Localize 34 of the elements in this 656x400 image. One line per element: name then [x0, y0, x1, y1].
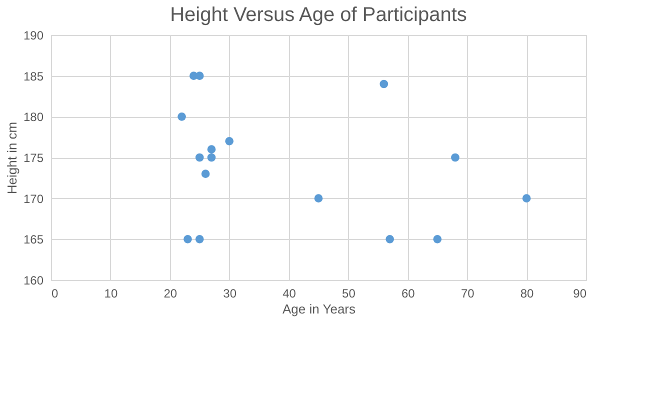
point	[433, 234, 442, 244]
x-tick-label: 30	[223, 286, 237, 300]
x-axis-title: Age in Years	[282, 302, 356, 316]
point	[184, 234, 192, 244]
x-tick-label: 50	[342, 286, 356, 300]
x-tick-label: 10	[104, 286, 118, 300]
x-tick-label: 60	[401, 286, 416, 300]
point	[451, 153, 460, 162]
x-tick-label: 80	[520, 286, 534, 300]
point	[207, 153, 216, 162]
point	[178, 112, 186, 121]
y-tick-label: 160	[23, 274, 44, 288]
chart-title: Height Versus Age of Participants	[170, 4, 467, 26]
point	[195, 234, 204, 244]
point	[207, 145, 216, 154]
y-tick-label: 180	[23, 110, 44, 124]
point	[522, 194, 531, 203]
y-axis-title: Height in cm	[4, 122, 20, 194]
y-tick-label: 190	[23, 28, 44, 42]
x-tick-label: 20	[164, 286, 178, 300]
x-tick-label: 0	[52, 286, 58, 300]
y-tick-label: 185	[23, 69, 44, 84]
point	[201, 170, 210, 178]
y-tick-label: 170	[23, 192, 44, 206]
y-tick-label: 165	[23, 232, 44, 247]
y-tick-label: 175	[23, 151, 44, 165]
point	[386, 234, 394, 244]
point	[314, 194, 323, 203]
x-tick-label: 90	[573, 286, 587, 300]
point	[195, 153, 204, 162]
point	[380, 80, 388, 88]
x-tick-label: 40	[282, 286, 296, 300]
point	[225, 136, 234, 146]
x-tick-label: 70	[460, 286, 475, 300]
